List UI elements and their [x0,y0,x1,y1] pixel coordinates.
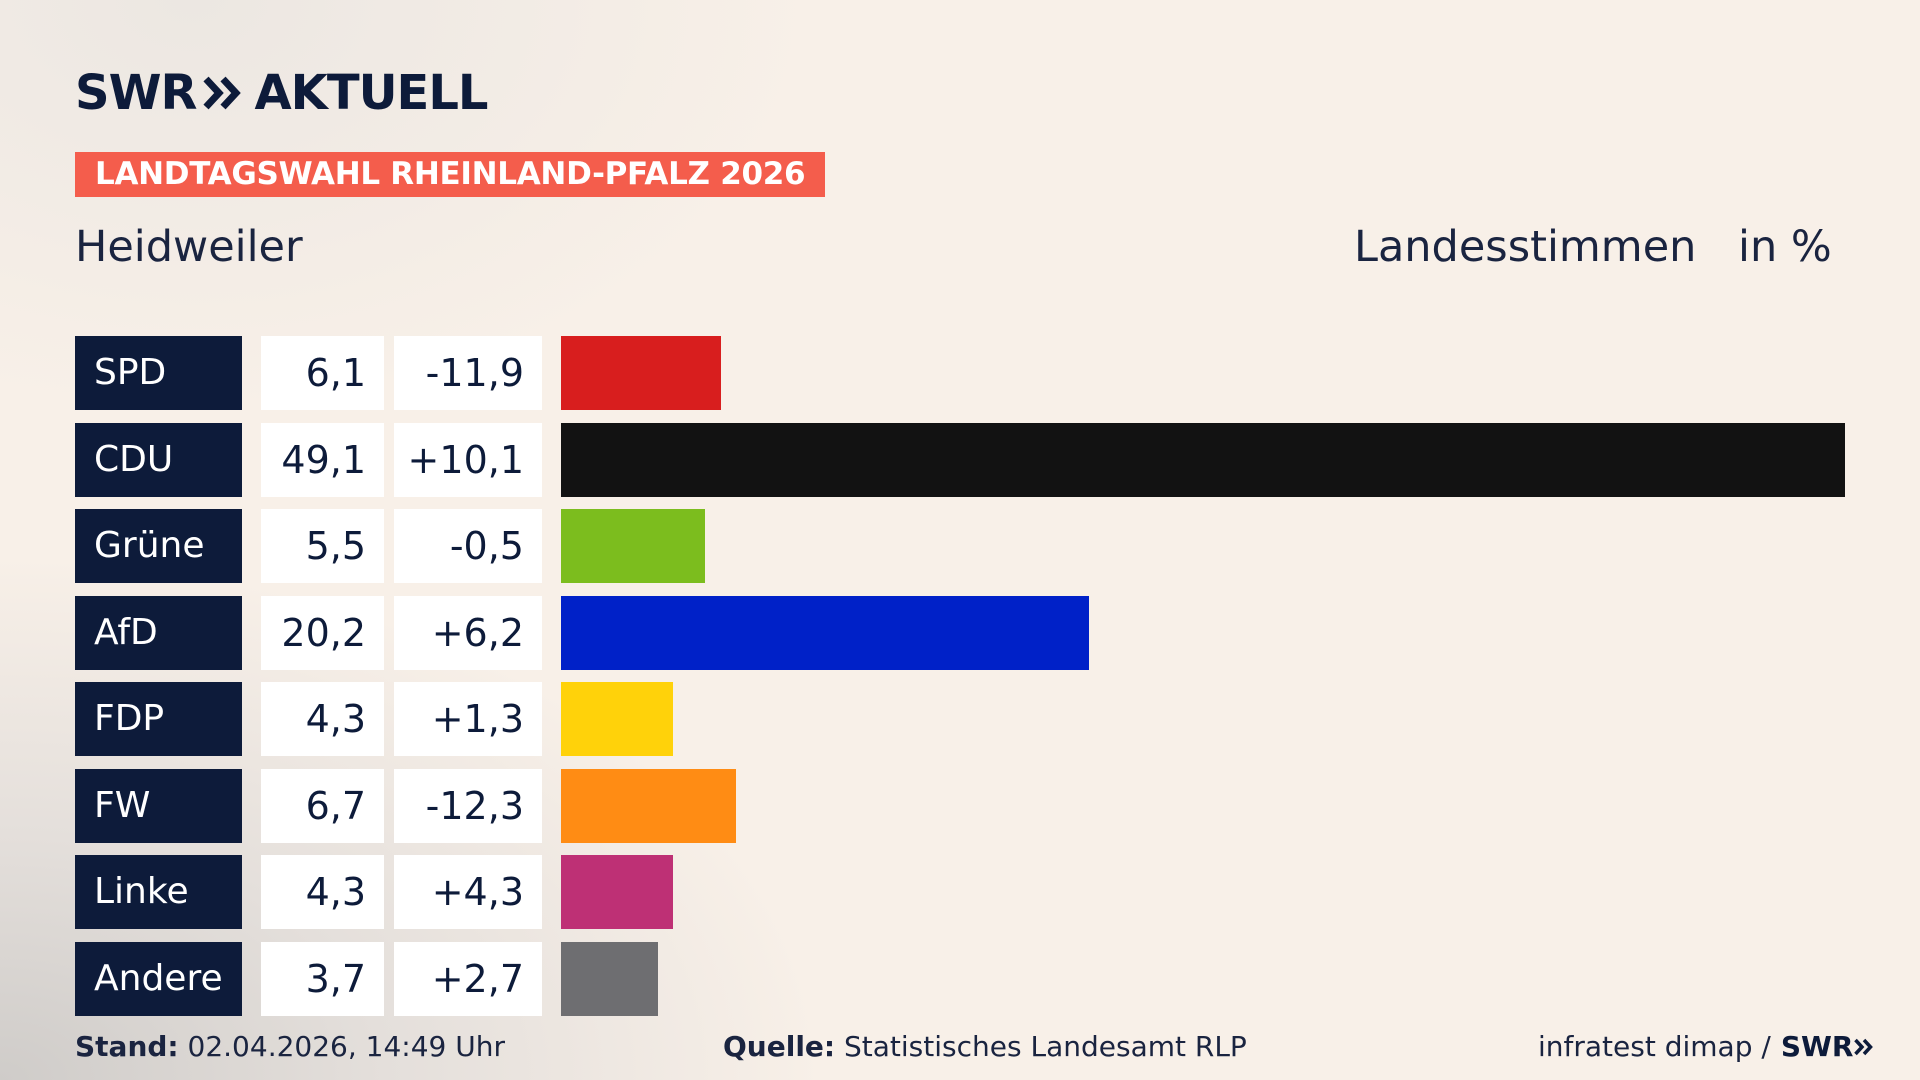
stand-label: Stand: [75,1030,179,1063]
party-label: Andere [75,941,242,1016]
swr-aktuell-logo: SWR AKTUELL [75,65,489,121]
vote-change-label: -11,9 [394,336,542,410]
quelle-value: Statistisches Landesamt RLP [844,1030,1247,1063]
vote-change-label: +2,7 [394,941,542,1016]
result-row: CDU 49,1 +10,1 [75,422,1875,497]
vote-share-bar [561,422,1845,497]
result-row: FW 6,7 -12,3 [75,768,1875,843]
result-row: SPD 6,1 -11,9 [75,336,1875,410]
vote-share-label: 3,7 [261,941,384,1016]
result-row: AfD 20,2 +6,2 [75,595,1875,670]
result-row: Grüne 5,5 -0,5 [75,509,1875,583]
swr-small-wordmark: SWR [1780,1030,1854,1063]
vote-share-bar [561,941,658,1016]
party-label: Linke [75,855,242,929]
double-chevron-small-icon [1854,1038,1874,1055]
double-chevron-icon [203,76,242,110]
vote-share-label: 5,5 [261,509,384,583]
party-label: FDP [75,682,242,756]
vote-share-label: 49,1 [261,422,384,497]
party-label: Grüne [75,509,242,583]
swr-wordmark: SWR [75,65,197,121]
swr-small-logo: SWR [1781,1030,1876,1063]
result-row: Linke 4,3 +4,3 [75,855,1875,929]
place-title: Heidweiler [75,222,303,272]
vote-share-bar [561,855,673,929]
vote-change-label: +6,2 [394,595,542,670]
vote-share-label: 20,2 [261,595,384,670]
aktuell-wordmark: AKTUELL [254,65,488,121]
vote-change-label: -12,3 [394,768,542,843]
vote-change-label: -0,5 [394,509,542,583]
vote-change-label: +4,3 [394,855,542,929]
vote-share-bar [561,595,1089,670]
result-row: Andere 3,7 +2,7 [75,941,1875,1016]
vote-change-label: +1,3 [394,682,542,756]
vote-share-bar [561,768,736,843]
vote-share-bar [561,509,705,583]
footer-credit: infratest dimap / SWR [1538,1030,1875,1063]
credit-text: infratest dimap / [1538,1030,1771,1063]
footer-stand: Stand: 02.04.2026, 14:49 Uhr [75,1030,505,1063]
election-badge: LANDTAGSWAHL RHEINLAND-PFALZ 2026 [75,152,826,197]
vote-share-bar [561,682,673,756]
quelle-label: Quelle: [723,1030,836,1063]
vote-change-label: +10,1 [394,422,542,497]
vote-share-bar [561,336,721,410]
footer-quelle: Quelle: Statistisches Landesamt RLP [723,1030,1247,1063]
unit-label: in % [1738,222,1832,272]
vote-share-label: 4,3 [261,855,384,929]
party-label: SPD [75,336,242,410]
result-row: FDP 4,3 +1,3 [75,682,1875,756]
vote-share-label: 6,1 [261,336,384,410]
vote-share-label: 4,3 [261,682,384,756]
party-label: AfD [75,595,242,670]
party-label: FW [75,768,242,843]
party-label: CDU [75,422,242,497]
stand-value: 02.04.2026, 14:49 Uhr [187,1030,505,1063]
vote-type-label: Landesstimmen [1354,222,1697,272]
vote-share-label: 6,7 [261,768,384,843]
